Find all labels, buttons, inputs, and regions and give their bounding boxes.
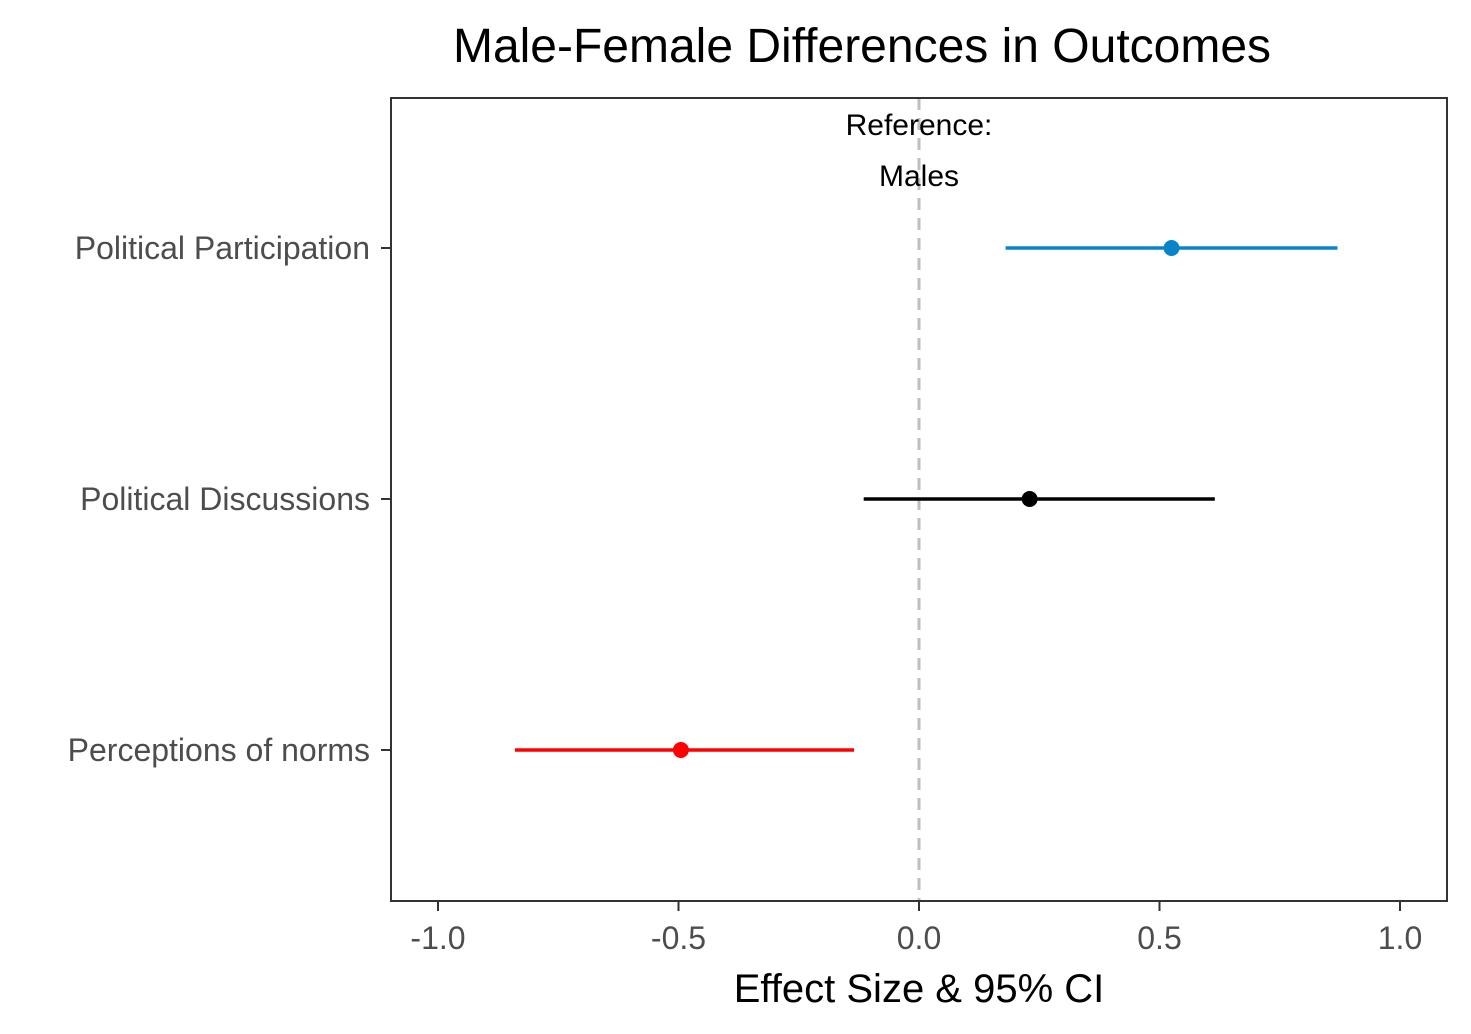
chart-title: Male-Female Differences in Outcomes (453, 20, 1271, 73)
y-tick-label: Perceptions of norms (68, 732, 370, 768)
plot-area: Reference: Males (514, 98, 1338, 901)
y-axis: Political Participation Political Discuss… (68, 230, 391, 768)
x-axis: -1.0 -0.5 0.0 0.5 1.0 (410, 901, 1422, 956)
y-tick-label: Political Participation (75, 230, 370, 266)
x-tick-label: -0.5 (651, 920, 706, 956)
point-estimate (672, 742, 689, 758)
point-estimate (1163, 240, 1180, 256)
x-tick-label: -1.0 (410, 920, 465, 956)
y-tick-label: Political Discussions (80, 481, 370, 517)
x-tick-label: 1.0 (1378, 920, 1422, 956)
x-axis-label: Effect Size & 95% CI (734, 967, 1105, 1011)
x-tick-label: 0.5 (1137, 920, 1181, 956)
x-tick-label: 0.0 (897, 920, 941, 956)
reference-annotation-line: Males (879, 160, 959, 193)
reference-annotation-line: Reference: (846, 109, 993, 142)
point-estimate (1021, 491, 1038, 507)
